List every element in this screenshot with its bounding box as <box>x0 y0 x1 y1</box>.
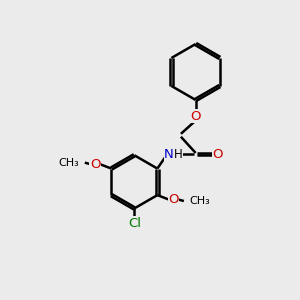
Text: Cl: Cl <box>128 217 141 230</box>
Text: CH₃: CH₃ <box>190 196 211 206</box>
Text: O: O <box>190 110 201 123</box>
Text: O: O <box>90 158 101 171</box>
Text: NH: NH <box>165 148 182 161</box>
Text: CH₃: CH₃ <box>58 158 79 168</box>
Text: N: N <box>164 148 174 161</box>
Text: O: O <box>212 148 223 161</box>
Text: H: H <box>174 148 183 161</box>
Text: O: O <box>168 193 179 206</box>
